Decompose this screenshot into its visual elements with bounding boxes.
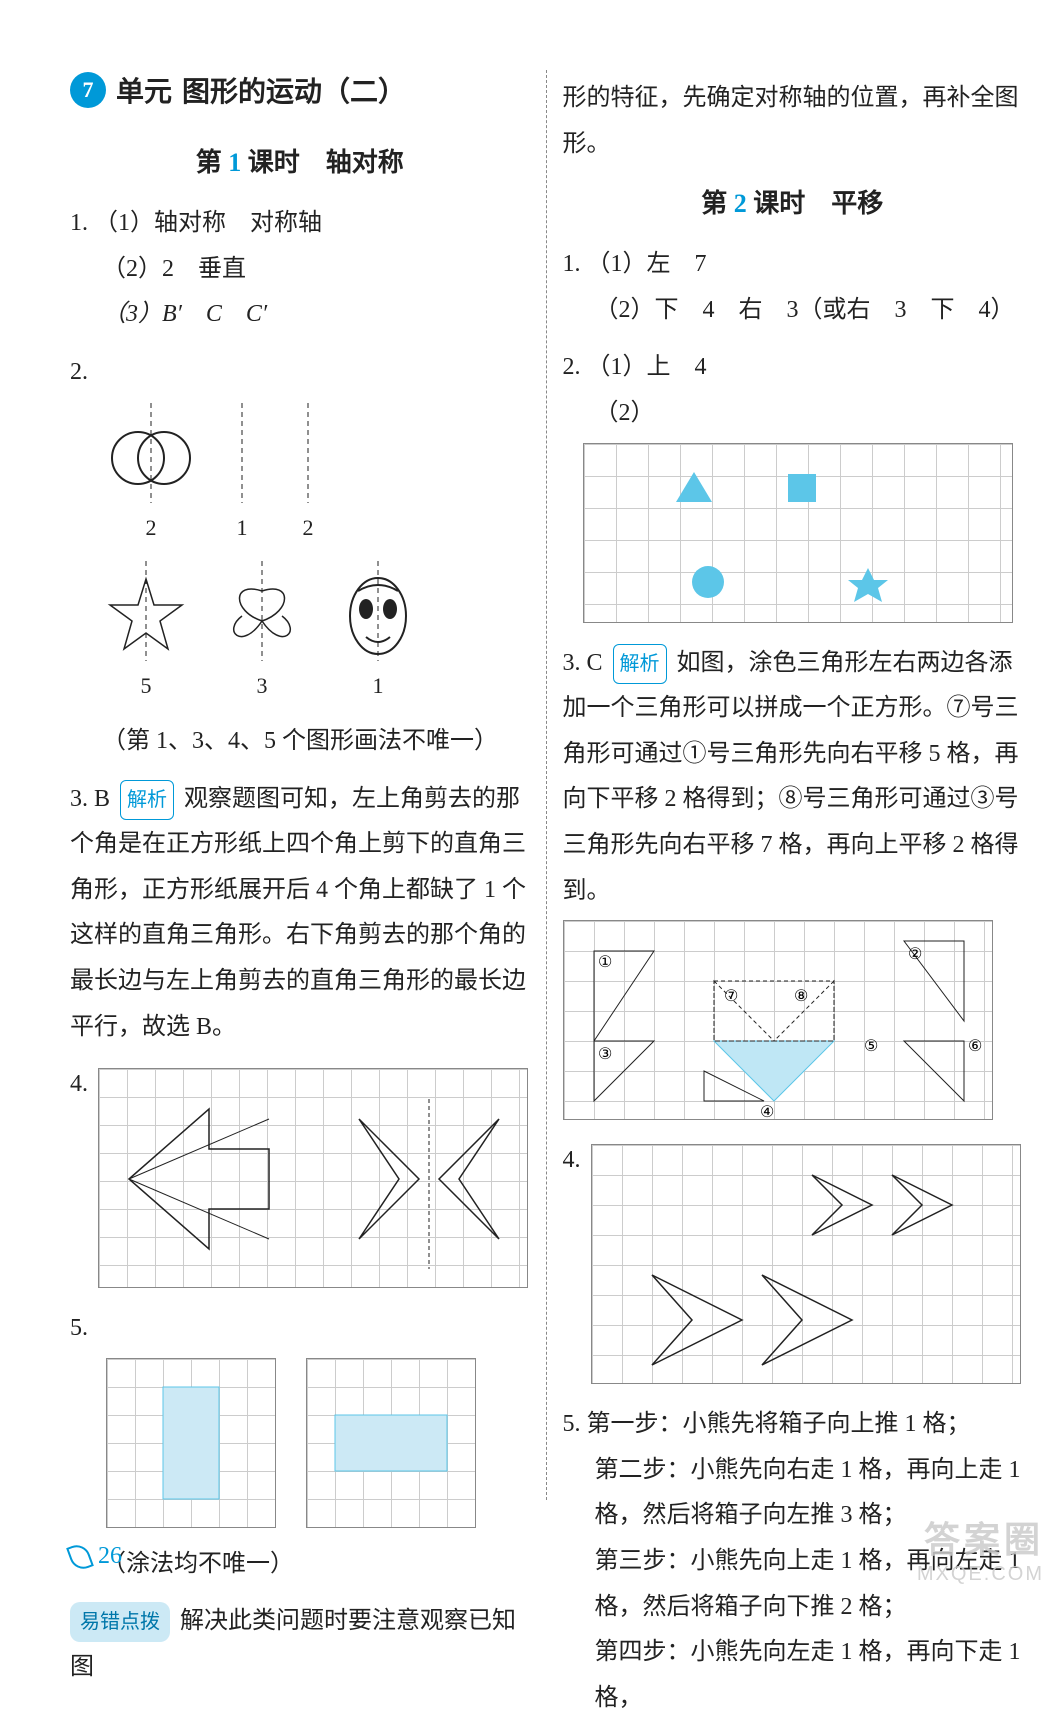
fig-label: 2	[146, 507, 157, 549]
q-label: 1.	[563, 251, 581, 277]
lesson-suffix: 课时 平移	[753, 189, 883, 218]
svg-text:②: ②	[908, 946, 922, 963]
svg-text:⑥: ⑥	[968, 1038, 982, 1055]
grid-figure	[591, 1144, 1021, 1384]
star-icon	[106, 561, 186, 661]
unit-header: 7 单元 图形的运动（二）	[70, 70, 530, 110]
r-q1: 1. （1）左 7 （2）下 4 右 3（或右 3 下 4）	[563, 242, 1023, 333]
q2: 2. 2 1	[70, 350, 530, 765]
q1: 1. （1）轴对称 对称轴 （2）2 垂直 （3）B′ C C′	[70, 201, 530, 338]
symmetry-figure: 5	[106, 561, 186, 707]
answer-text: C	[587, 650, 603, 676]
answer-text: B	[94, 786, 110, 812]
grid-figure	[583, 443, 1013, 623]
step-text: 第一步：小熊先将箱子向上推 1 格；	[587, 1411, 971, 1437]
symmetry-figure: 1	[222, 403, 262, 549]
unit-label: 单元	[116, 70, 172, 110]
watermark-url: MXQE.COM	[917, 1563, 1044, 1586]
symmetry-figure: 1	[338, 561, 418, 707]
lesson-suffix: 课时 轴对称	[248, 148, 404, 177]
symmetry-figure: 2	[106, 403, 196, 549]
continuation-text: 形的特征，先确定对称轴的位置，再补全图形。	[563, 76, 1023, 167]
q-label: 2.	[70, 359, 88, 385]
page-number: 26	[98, 1543, 122, 1570]
shapes-icon	[584, 444, 1014, 624]
fig-label: 1	[373, 665, 384, 707]
mask-icon	[338, 561, 418, 661]
fig-label: 1	[237, 507, 248, 549]
triangles-diagram: ① ③ ⑦ ⑧ ⑤ ⑥ ② ④	[564, 921, 994, 1121]
note-text: （第 1、3、4、5 个图形画法不唯一）	[102, 719, 530, 765]
r-q3: 3. C 解析 如图，涂色三角形左右两边各添加一个三角形可以拼成一个正方形。⑦号…	[563, 641, 1023, 1127]
grid-figure	[306, 1358, 476, 1528]
page-footer: 26	[70, 1543, 122, 1570]
svg-text:③: ③	[598, 1046, 612, 1063]
q-label: 5.	[70, 1315, 88, 1341]
explain-tag: 解析	[120, 780, 174, 820]
q-text: （2）下 4 右 3（或右 3 下 4）	[595, 288, 1023, 334]
unit-title: 图形的运动（二）	[182, 70, 406, 110]
q4: 4.	[70, 1062, 530, 1294]
q-label: 3.	[563, 650, 581, 676]
q-label: 4.	[563, 1138, 581, 1390]
fig-label: 2	[303, 507, 314, 549]
axis-icon	[222, 403, 262, 503]
q5: 5. （涂法均不唯一）	[70, 1306, 530, 1587]
q-label: 4.	[70, 1062, 88, 1294]
q-text: （3）B′ C C′	[102, 292, 530, 338]
q-label: 1.	[70, 210, 88, 236]
grid-figure	[98, 1068, 528, 1288]
column-divider	[546, 70, 547, 1500]
axis-icon	[288, 403, 328, 503]
arrow-butterfly-icon	[99, 1069, 529, 1289]
r-q2: 2. （1）上 4 （2）	[563, 345, 1023, 628]
svg-text:①: ①	[598, 954, 612, 971]
q-label: 5.	[563, 1411, 581, 1437]
svg-text:⑤: ⑤	[864, 1038, 878, 1055]
fig-label: 5	[141, 665, 152, 707]
clover-icon	[212, 561, 312, 661]
q-text: （2）	[595, 391, 1023, 437]
lesson-title-left: 第 1 课时 轴对称	[70, 142, 530, 179]
tip-row: 易错点拨 解决此类问题时要注意观察已知图	[70, 1599, 530, 1690]
q3: 3. B 解析 观察题图可知，左上角剪去的那个角是在正方形纸上四个角上剪下的直角…	[70, 777, 530, 1051]
grid-figure	[106, 1358, 276, 1528]
q-text: （1）左 7	[587, 251, 707, 277]
unit-badge: 7	[70, 72, 106, 108]
svg-text:⑧: ⑧	[794, 988, 808, 1005]
watermark: 答案圈 MXQE.COM	[917, 1511, 1044, 1586]
q-text: （1）轴对称 对称轴	[94, 210, 322, 236]
circles-icon	[106, 403, 196, 503]
q-label: 2.	[563, 354, 581, 380]
tip-tag: 易错点拨	[70, 1602, 170, 1642]
svg-text:④: ④	[760, 1104, 774, 1121]
q-text: （1）上 4	[587, 354, 707, 380]
q-text: （2）2 垂直	[102, 247, 530, 293]
translation-diagram	[592, 1145, 1022, 1385]
q-label: 3.	[70, 786, 88, 812]
lesson-num: 1	[228, 148, 241, 177]
step-text: 第四步：小熊先向左走 1 格，再向下走 1 格，	[595, 1630, 1023, 1721]
symmetry-figure: 2	[288, 403, 328, 549]
lesson-prefix: 第	[701, 189, 727, 218]
q-text: 如图，涂色三角形左右两边各添加一个三角形可以拼成一个正方形。⑦号三角形可通过①号…	[563, 650, 1019, 904]
note-text: （涂法均不唯一）	[102, 1542, 530, 1588]
fig-label: 3	[257, 665, 268, 707]
q-text: 观察题图可知，左上角剪去的那个角是在正方形纸上四个角上剪下的直角三角形，正方形纸…	[70, 786, 526, 1040]
lesson-prefix: 第	[196, 148, 222, 177]
grid-figure: ① ③ ⑦ ⑧ ⑤ ⑥ ② ④	[563, 920, 993, 1120]
lesson-num: 2	[734, 189, 747, 218]
lesson-title-right: 第 2 课时 平移	[563, 183, 1023, 220]
leaf-icon	[66, 1541, 94, 1572]
svg-text:⑦: ⑦	[724, 988, 738, 1005]
explain-tag: 解析	[613, 644, 667, 684]
symmetry-figure: 3	[212, 561, 312, 707]
watermark-title: 答案圈	[917, 1511, 1044, 1563]
r-q4: 4.	[563, 1138, 1023, 1390]
